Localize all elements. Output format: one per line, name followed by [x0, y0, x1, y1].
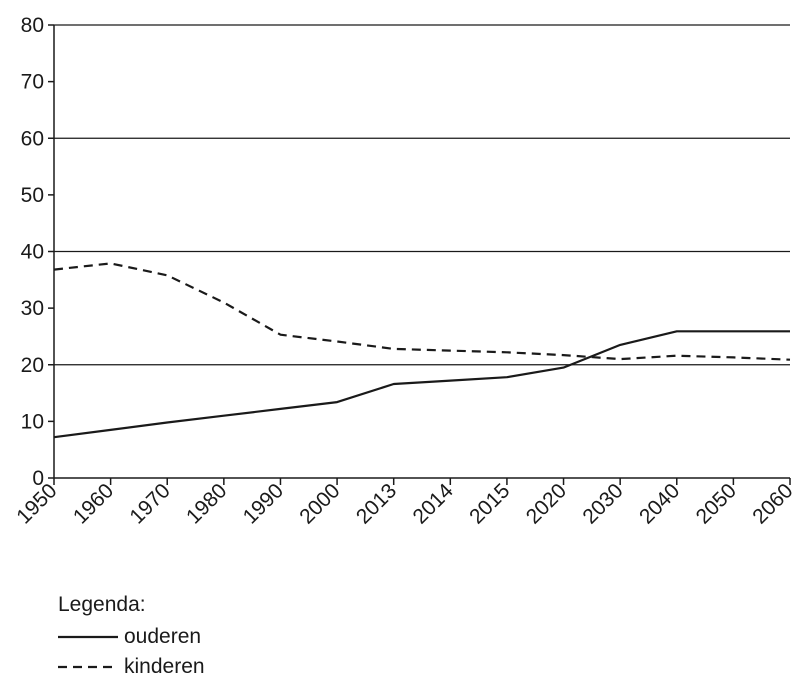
solid-line-swatch [58, 635, 118, 639]
y-tick-label-50: 50 [21, 184, 44, 207]
x-tick-label-2015: 2015 [465, 479, 514, 528]
x-tick-label-2013: 2013 [352, 479, 401, 528]
x-tick-label-1970: 1970 [125, 479, 174, 528]
x-tick-label-1960: 1960 [69, 479, 118, 528]
x-tick-label-2000: 2000 [295, 479, 344, 528]
x-tick-label-2030: 2030 [578, 479, 627, 528]
legend-item-ouderen: ouderen [58, 622, 205, 652]
dashed-line-swatch [58, 665, 118, 669]
legend-label-ouderen: ouderen [124, 625, 202, 648]
x-tick-label-2050: 2050 [692, 479, 741, 528]
x-tick-label-1980: 1980 [182, 479, 231, 528]
y-tick-label-10: 10 [21, 410, 44, 433]
series-line-kinderen [53, 262, 791, 361]
y-tick-label-0: 0 [32, 467, 44, 490]
y-tick-label-30: 30 [21, 297, 44, 320]
x-tick-label-2020: 2020 [522, 479, 571, 528]
x-axis-ticks: 1950 1960 1970 1980 1990 2000 2013 2014 2015 2020… [12, 478, 798, 529]
gridlines [54, 24, 790, 366]
series-lines [53, 262, 791, 439]
x-tick-label-2040: 2040 [635, 479, 684, 528]
x-tick-label-1950: 1950 [12, 479, 61, 528]
series-line-ouderen [53, 330, 790, 439]
y-tick-label-80: 80 [21, 14, 44, 37]
legend-title: Legenda: [58, 593, 146, 616]
legend-label-kinderen: kinderen [124, 655, 205, 678]
legend: Legenda: ouderen kinderen [58, 590, 205, 682]
x-tick-label-2060: 2060 [748, 479, 797, 528]
y-tick-label-70: 70 [21, 71, 44, 94]
x-tick-label-2014: 2014 [409, 479, 459, 529]
legend-item-kinderen: kinderen [58, 652, 205, 682]
y-axis-ticks: 0 10 20 30 40 50 60 70 80 [21, 14, 54, 490]
y-tick-label-40: 40 [21, 241, 44, 264]
x-tick-label-1990: 1990 [239, 479, 288, 528]
y-tick-label-20: 20 [21, 354, 44, 377]
y-tick-label-60: 60 [21, 127, 44, 150]
